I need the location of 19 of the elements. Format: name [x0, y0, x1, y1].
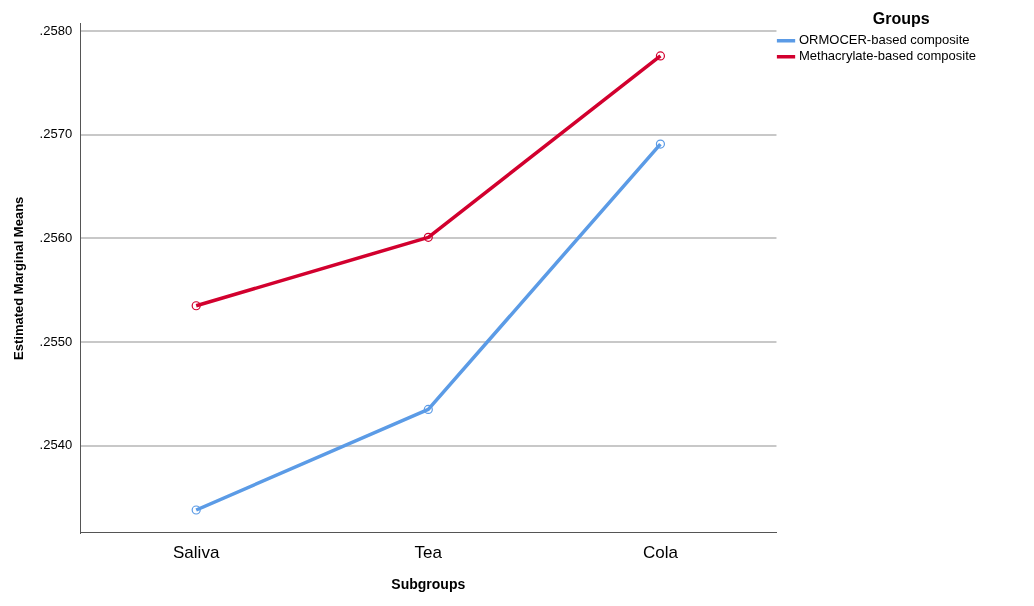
- point: [423, 404, 433, 415]
- point: [191, 301, 201, 311]
- legend-label: Methacrylate-based composite: [798, 48, 976, 64]
- x-axis-title: Subgroups: [391, 576, 466, 593]
- y-axis-title: Estimated Marginal Means: [11, 196, 27, 360]
- x-tick-label: Cola: [642, 542, 679, 562]
- y-tick-label: .2580: [39, 22, 73, 38]
- x-tick-label: Saliva: [173, 542, 220, 562]
- point: [423, 232, 433, 242]
- y-tick-label: .2570: [39, 126, 73, 142]
- legend-label: ORMOCER-based composite: [798, 32, 970, 48]
- point: [191, 505, 201, 515]
- y-tick-label: .2560: [39, 229, 73, 245]
- point: [655, 51, 666, 61]
- x-tick-label: Tea: [414, 542, 443, 562]
- y-tick-label: .2540: [39, 437, 73, 453]
- y-tick-label: .2550: [39, 333, 73, 349]
- point: [655, 139, 666, 149]
- legend-title: Groups: [872, 10, 930, 28]
